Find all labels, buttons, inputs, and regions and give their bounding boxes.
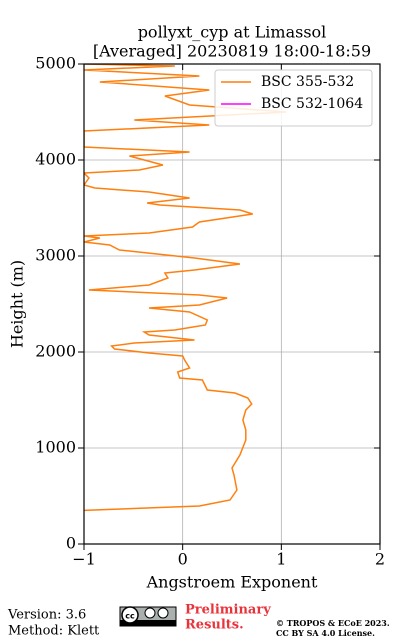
y-tick-label: 2000 bbox=[35, 342, 76, 361]
y-axis-label: Height (m) bbox=[8, 260, 27, 348]
y-tick-label: 3000 bbox=[35, 246, 76, 265]
cc-badge: cc bbox=[119, 606, 177, 627]
svg-text:cc: cc bbox=[125, 612, 135, 621]
notice: Results. bbox=[185, 618, 244, 633]
y-tick-label: 4000 bbox=[35, 150, 76, 169]
y-tick-label: 1000 bbox=[35, 438, 76, 457]
y-tick-label: 0 bbox=[66, 534, 76, 553]
y-tick-label: 5000 bbox=[35, 54, 76, 73]
legend-label: BSC 532-1064 bbox=[261, 96, 363, 112]
x-tick-label: 2 bbox=[375, 550, 385, 569]
copyright: © TROPOS & ECoE 2023. bbox=[276, 618, 390, 628]
x-tick-label: 1 bbox=[276, 550, 286, 569]
notice: Preliminary bbox=[185, 603, 271, 618]
x-axis-label: Angstroem Exponent bbox=[146, 573, 318, 592]
version: Version: 3.6 bbox=[7, 608, 86, 623]
x-tick-label: −1 bbox=[72, 550, 96, 569]
copyright: CC BY SA 4.0 License. bbox=[276, 628, 375, 638]
method: Method: Klett bbox=[8, 624, 100, 639]
legend-label: BSC 355-532 bbox=[261, 74, 354, 90]
chart-subtitle: [Averaged] 20230819 18:00-18:59 bbox=[93, 42, 371, 61]
x-tick-label: 0 bbox=[178, 550, 188, 569]
chart-title: pollyxt_cyp at Limassol bbox=[138, 23, 327, 42]
data-line bbox=[84, 64, 287, 512]
legend-box bbox=[214, 69, 373, 127]
plot-frame bbox=[83, 63, 381, 545]
